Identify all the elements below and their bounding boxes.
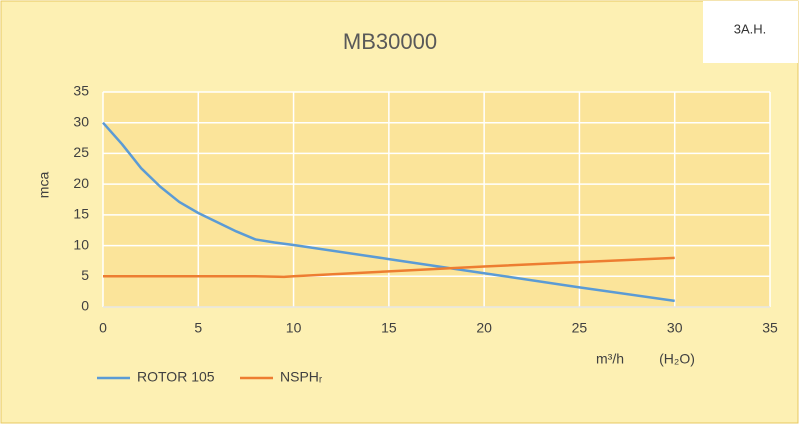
logo-box bbox=[703, 1, 798, 63]
y-tick-label: 0 bbox=[81, 298, 89, 314]
logo: 3A.H. bbox=[734, 21, 767, 36]
series-line bbox=[103, 256, 675, 279]
x-axis-unit: (H₂O) bbox=[659, 351, 695, 367]
x-tick-label: 5 bbox=[194, 320, 202, 336]
y-tick-label: 25 bbox=[73, 144, 89, 160]
y-tick-label: 5 bbox=[81, 267, 89, 283]
x-axis-label: m³/h bbox=[596, 351, 624, 367]
x-tick-label: 30 bbox=[667, 320, 683, 336]
y-tick-label: 20 bbox=[73, 175, 89, 191]
y-axis-label: mca bbox=[36, 172, 52, 199]
plot-area bbox=[103, 92, 770, 307]
x-tick-label: 20 bbox=[476, 320, 492, 336]
y-tick-label: 10 bbox=[73, 236, 89, 252]
x-tick-label: 0 bbox=[99, 320, 107, 336]
legend-label: ROTOR 105 bbox=[137, 369, 215, 385]
y-tick-label: 30 bbox=[73, 113, 89, 129]
y-tick-label: 15 bbox=[73, 206, 89, 222]
x-tick-label: 10 bbox=[286, 320, 302, 336]
y-tick-label: 35 bbox=[73, 83, 89, 99]
x-tick-label: 15 bbox=[381, 320, 397, 336]
x-tick-label: 25 bbox=[572, 320, 588, 336]
chart-title: MB30000 bbox=[343, 29, 437, 54]
x-tick-label: 35 bbox=[762, 320, 778, 336]
legend-label: NSPHᵣ bbox=[280, 369, 323, 385]
